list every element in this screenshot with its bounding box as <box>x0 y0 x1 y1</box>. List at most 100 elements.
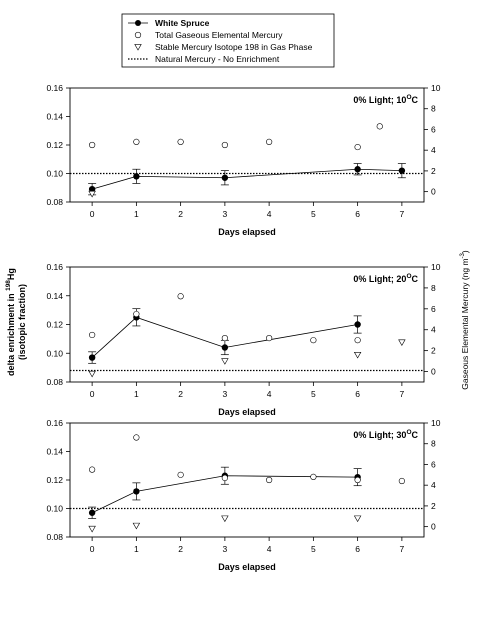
white-spruce-point <box>88 185 96 193</box>
right-tick-label: 8 <box>431 104 436 114</box>
legend-open-circle-icon <box>134 31 142 39</box>
white-spruce-point <box>133 173 140 180</box>
legend-box <box>121 13 335 68</box>
left-axis-title-line2: (isotopic fraction) <box>17 284 27 360</box>
left-tick-label: 0.16 <box>46 418 63 428</box>
right-tick-label: 4 <box>431 325 436 335</box>
total-gem-point <box>376 123 383 130</box>
x-axis-title: Days elapsed <box>218 227 276 237</box>
right-tick-label: 0 <box>431 367 436 377</box>
x-tick-label: 3 <box>223 209 228 219</box>
total-gem-point <box>177 471 184 478</box>
x-tick-label: 3 <box>223 389 228 399</box>
right-tick-label: 10 <box>431 262 441 272</box>
series-total-gaseous-elemental-mercury <box>89 123 383 151</box>
plot-frame <box>69 87 425 203</box>
total-gem-point <box>89 141 96 149</box>
chart-panels: 0.08 0.10 0.12 0.14 0.16 0 2 4 6 8 10 0 1 2 3 4 5 6 7 Days … <box>46 83 440 572</box>
legend-label-total-gaseous-elemental-mercury: Total Gaseous Elemental Mercury <box>155 30 283 40</box>
white-spruce-point <box>221 344 229 351</box>
left-tick-label: 0.10 <box>46 169 63 179</box>
left-tick-label: 0.08 <box>46 197 63 207</box>
total-gem-point <box>177 293 184 300</box>
right-tick-label: 0 <box>431 522 436 532</box>
right-tick-label: 8 <box>431 283 436 293</box>
total-gem-point <box>266 476 273 484</box>
series-stable-mercury-isotope-198-in-gas-phase <box>88 190 96 198</box>
hg198-gas-point <box>88 190 96 198</box>
white-spruce-point <box>221 174 229 181</box>
total-gem-point <box>266 334 273 342</box>
x-tick-label: 2 <box>178 544 183 554</box>
right-tick-label: 10 <box>431 83 441 93</box>
hg198-gas-point <box>88 370 96 378</box>
white-spruce-point <box>88 354 96 361</box>
panel-title: 0% Light; 10OC <box>353 94 418 105</box>
x-tick-label: 0 <box>90 209 95 219</box>
left-tick-label: 0.12 <box>46 140 63 150</box>
left-tick-label: 0.16 <box>46 262 63 272</box>
x-tick-label: 4 <box>267 389 272 399</box>
hg198-gas-point <box>221 358 229 365</box>
x-tick-label: 1 <box>134 389 139 399</box>
left-tick-label: 0.08 <box>46 377 63 387</box>
chart-panel-3: 0.08 0.10 0.12 0.14 0.16 0 2 4 6 8 10 0 1 2 3 4 5 6 7 Days … <box>46 418 440 572</box>
right-tick-label: 6 <box>431 304 436 314</box>
x-tick-label: 5 <box>311 389 316 399</box>
series-total-gaseous-elemental-mercury <box>89 434 405 485</box>
total-gem-point <box>89 331 96 339</box>
x-tick-label: 7 <box>400 209 405 219</box>
white-spruce-point <box>133 488 140 495</box>
hg198-gas-point <box>221 515 229 523</box>
x-tick-label: 0 <box>90 544 95 554</box>
hg198-gas-point <box>398 339 406 346</box>
total-gem-point <box>354 143 361 151</box>
right-tick-label: 4 <box>431 145 436 155</box>
total-gem-point <box>354 337 361 344</box>
total-gem-point <box>133 138 140 145</box>
series-stable-mercury-isotope-198-in-gas-phase <box>88 339 406 378</box>
chart-panel-1: 0.08 0.10 0.12 0.14 0.16 0 2 4 6 8 10 0 1 2 3 4 5 6 7 Days … <box>46 83 440 237</box>
legend-label-white-spruce: White Spruce <box>155 18 210 28</box>
series-total-gaseous-elemental-mercury <box>89 293 361 344</box>
total-gem-point <box>398 477 405 485</box>
hg198-gas-point <box>353 515 362 523</box>
x-tick-label: 5 <box>311 209 316 219</box>
total-gem-point <box>354 476 361 484</box>
x-tick-label: 2 <box>178 209 183 219</box>
series-white-spruce <box>88 308 362 364</box>
x-tick-label: 6 <box>355 389 360 399</box>
plot-frame <box>69 422 425 538</box>
total-gem-point <box>133 310 140 318</box>
left-tick-label: 0.16 <box>46 83 63 93</box>
x-tick-label: 6 <box>355 544 360 554</box>
right-tick-label: 2 <box>431 501 436 511</box>
right-axis-title: Gaseous Elemental Mercury (ng m-3) <box>460 250 470 390</box>
white-spruce-point <box>88 509 96 516</box>
right-tick-label: 6 <box>431 459 436 469</box>
legend-label-natural-mercury-no-enrichment: Natural Mercury - No Enrichment <box>155 54 280 64</box>
left-tick-label: 0.10 <box>46 348 63 358</box>
x-axis-title: Days elapsed <box>218 562 276 572</box>
left-tick-label: 0.14 <box>46 447 63 457</box>
x-tick-label: 5 <box>311 544 316 554</box>
white-spruce-point <box>354 321 361 328</box>
hg198-gas-point <box>353 352 362 359</box>
right-tick-label: 6 <box>431 124 436 134</box>
right-tick-label: 4 <box>431 480 436 490</box>
legend-filled-circle-icon <box>135 20 141 26</box>
total-gem-point <box>177 138 184 145</box>
x-tick-label: 2 <box>178 389 183 399</box>
series-white-spruce <box>88 163 406 196</box>
legend-triangle-icon <box>134 44 142 51</box>
plot-frame <box>69 266 425 383</box>
right-tick-label: 2 <box>431 346 436 356</box>
panel-title: 0% Light; 30OC <box>353 429 418 440</box>
x-axis-title: Days elapsed <box>218 407 276 417</box>
total-gem-point <box>221 334 228 342</box>
x-tick-label: 3 <box>223 544 228 554</box>
left-tick-label: 0.14 <box>46 291 63 301</box>
hg198-gas-point <box>88 525 96 533</box>
total-gem-point <box>221 474 228 482</box>
series-stable-mercury-isotope-198-in-gas-phase <box>88 515 362 533</box>
